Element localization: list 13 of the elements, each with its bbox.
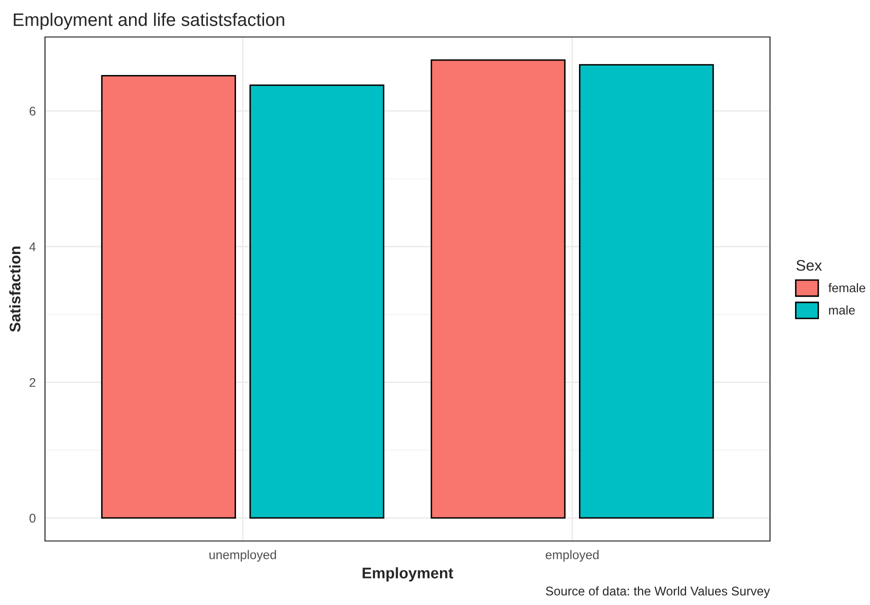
y-axis-title: Satisfaction [9,246,20,332]
chart-title: Employment and life satistsfaction [14,12,284,30]
x-tick-label: employed [546,550,599,562]
y-tick-label: 4 [29,242,36,252]
x-tick-label: unemployed [209,550,276,562]
source-note: Source of data: the World Values Survey [546,586,770,598]
y-tick-label: 0 [30,514,36,523]
y-tick-label: 6 [30,106,36,116]
legend-label: male [829,305,855,315]
y-tick-label: 2 [30,378,36,387]
legend-label: female [828,283,866,292]
legend-title: Sex [796,260,822,271]
x-axis-title: Employment [362,567,454,582]
